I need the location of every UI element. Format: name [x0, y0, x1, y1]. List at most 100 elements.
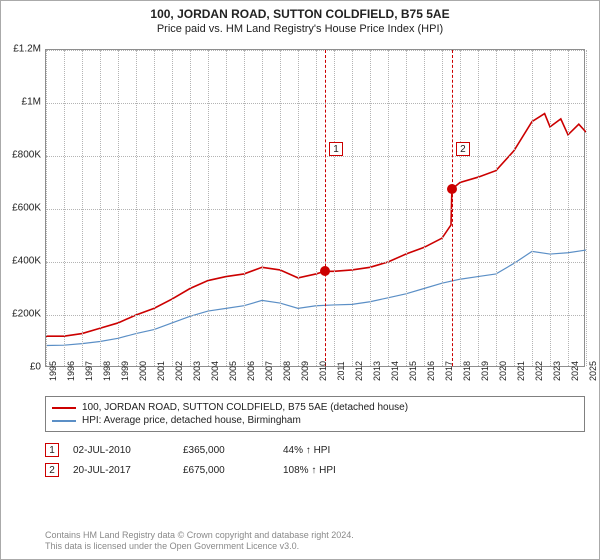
y-axis-label: £1.2M — [1, 44, 41, 55]
gridline-v — [586, 50, 587, 366]
gridline-h — [46, 315, 584, 316]
gridline-v — [154, 50, 155, 366]
legend-box: 100, JORDAN ROAD, SUTTON COLDFIELD, B75 … — [45, 396, 585, 432]
gridline-v — [442, 50, 443, 366]
x-axis-label: 2003 — [192, 361, 202, 381]
x-axis-label: 2010 — [318, 361, 328, 381]
gridline-v — [262, 50, 263, 366]
x-axis-label: 2019 — [480, 361, 490, 381]
titles: 100, JORDAN ROAD, SUTTON COLDFIELD, B75 … — [1, 1, 599, 37]
x-axis-label: 2005 — [228, 361, 238, 381]
legend-swatch-property — [52, 407, 76, 409]
sale-price-1: £365,000 — [183, 445, 283, 456]
sale-date-2: 20-JUL-2017 — [73, 465, 183, 476]
x-axis-label: 2014 — [390, 361, 400, 381]
sale-dot — [447, 184, 457, 194]
legend-label-property: 100, JORDAN ROAD, SUTTON COLDFIELD, B75 … — [82, 402, 408, 413]
gridline-h — [46, 103, 584, 104]
footer-attribution: Contains HM Land Registry data © Crown c… — [45, 530, 585, 553]
gridline-v — [136, 50, 137, 366]
sale-date-1: 02-JUL-2010 — [73, 445, 183, 456]
x-axis-label: 2011 — [336, 361, 346, 380]
x-axis-label: 2009 — [300, 361, 310, 381]
gridline-v — [424, 50, 425, 366]
y-axis-label: £1M — [1, 97, 41, 108]
x-axis-label: 1998 — [102, 361, 112, 381]
x-axis-label: 2006 — [246, 361, 256, 381]
gridline-v — [82, 50, 83, 366]
sale-marker-box: 2 — [456, 142, 470, 156]
footer-line-2: This data is licensed under the Open Gov… — [45, 541, 585, 553]
legend-label-hpi: HPI: Average price, detached house, Birm… — [82, 415, 301, 426]
x-axis-label: 2002 — [174, 361, 184, 381]
gridline-v — [280, 50, 281, 366]
gridline-v — [370, 50, 371, 366]
gridline-v — [64, 50, 65, 366]
legend-and-sales: 100, JORDAN ROAD, SUTTON COLDFIELD, B75 … — [45, 396, 585, 480]
x-axis-label: 1995 — [48, 361, 58, 381]
sale-row-1: 1 02-JUL-2010 £365,000 44% ↑ HPI — [45, 440, 585, 460]
y-axis-label: £200K — [1, 309, 41, 320]
sale-price-2: £675,000 — [183, 465, 283, 476]
gridline-v — [406, 50, 407, 366]
x-axis-label: 2004 — [210, 361, 220, 381]
plot-area: 12 — [45, 49, 585, 367]
x-axis-label: 1999 — [120, 361, 130, 381]
x-axis-label: 2023 — [552, 361, 562, 381]
sale-pct-2: 108% ↑ HPI — [283, 465, 403, 476]
sale-row-2: 2 20-JUL-2017 £675,000 108% ↑ HPI — [45, 460, 585, 480]
gridline-v — [172, 50, 173, 366]
footer-line-1: Contains HM Land Registry data © Crown c… — [45, 530, 585, 542]
x-axis-label: 2015 — [408, 361, 418, 381]
legend-row-property: 100, JORDAN ROAD, SUTTON COLDFIELD, B75 … — [52, 401, 578, 414]
gridline-v — [550, 50, 551, 366]
x-axis-label: 2012 — [354, 361, 364, 381]
x-axis-label: 2013 — [372, 361, 382, 381]
sale-marker-1: 1 — [45, 443, 59, 457]
gridline-v — [352, 50, 353, 366]
y-axis-label: £0 — [1, 362, 41, 373]
x-axis-label: 2007 — [264, 361, 274, 381]
x-axis-label: 2021 — [516, 361, 526, 381]
x-axis-label: 2016 — [426, 361, 436, 381]
gridline-h — [46, 262, 584, 263]
x-axis-label: 2020 — [498, 361, 508, 381]
gridline-v — [208, 50, 209, 366]
y-axis-label: £600K — [1, 203, 41, 214]
legend-row-hpi: HPI: Average price, detached house, Birm… — [52, 414, 578, 427]
x-axis-label: 2018 — [462, 361, 472, 381]
gridline-v — [388, 50, 389, 366]
gridline-v — [514, 50, 515, 366]
sale-marker-2: 2 — [45, 463, 59, 477]
sale-marker-line — [452, 50, 453, 366]
sale-dot — [320, 266, 330, 276]
gridline-v — [334, 50, 335, 366]
gridline-v — [244, 50, 245, 366]
gridline-v — [496, 50, 497, 366]
gridline-v — [460, 50, 461, 366]
gridline-h — [46, 50, 584, 51]
x-axis-label: 2024 — [570, 361, 580, 381]
x-axis-label: 1996 — [66, 361, 76, 381]
y-axis-label: £800K — [1, 150, 41, 161]
gridline-h — [46, 156, 584, 157]
x-axis-label: 2008 — [282, 361, 292, 381]
x-axis-label: 2022 — [534, 361, 544, 381]
sale-marker-line — [325, 50, 326, 366]
chart-title: 100, JORDAN ROAD, SUTTON COLDFIELD, B75 … — [1, 7, 599, 21]
gridline-v — [568, 50, 569, 366]
gridline-v — [478, 50, 479, 366]
chart-subtitle: Price paid vs. HM Land Registry's House … — [1, 23, 599, 35]
gridline-v — [100, 50, 101, 366]
x-axis-label: 2001 — [156, 361, 166, 381]
legend-swatch-hpi — [52, 420, 76, 422]
gridline-v — [298, 50, 299, 366]
x-axis-label: 1997 — [84, 361, 94, 381]
x-axis-label: 2025 — [588, 361, 598, 381]
x-axis-label: 2000 — [138, 361, 148, 381]
gridline-v — [46, 50, 47, 366]
x-axis-label: 2017 — [444, 361, 454, 381]
gridline-v — [316, 50, 317, 366]
sale-pct-1: 44% ↑ HPI — [283, 445, 403, 456]
gridline-v — [190, 50, 191, 366]
